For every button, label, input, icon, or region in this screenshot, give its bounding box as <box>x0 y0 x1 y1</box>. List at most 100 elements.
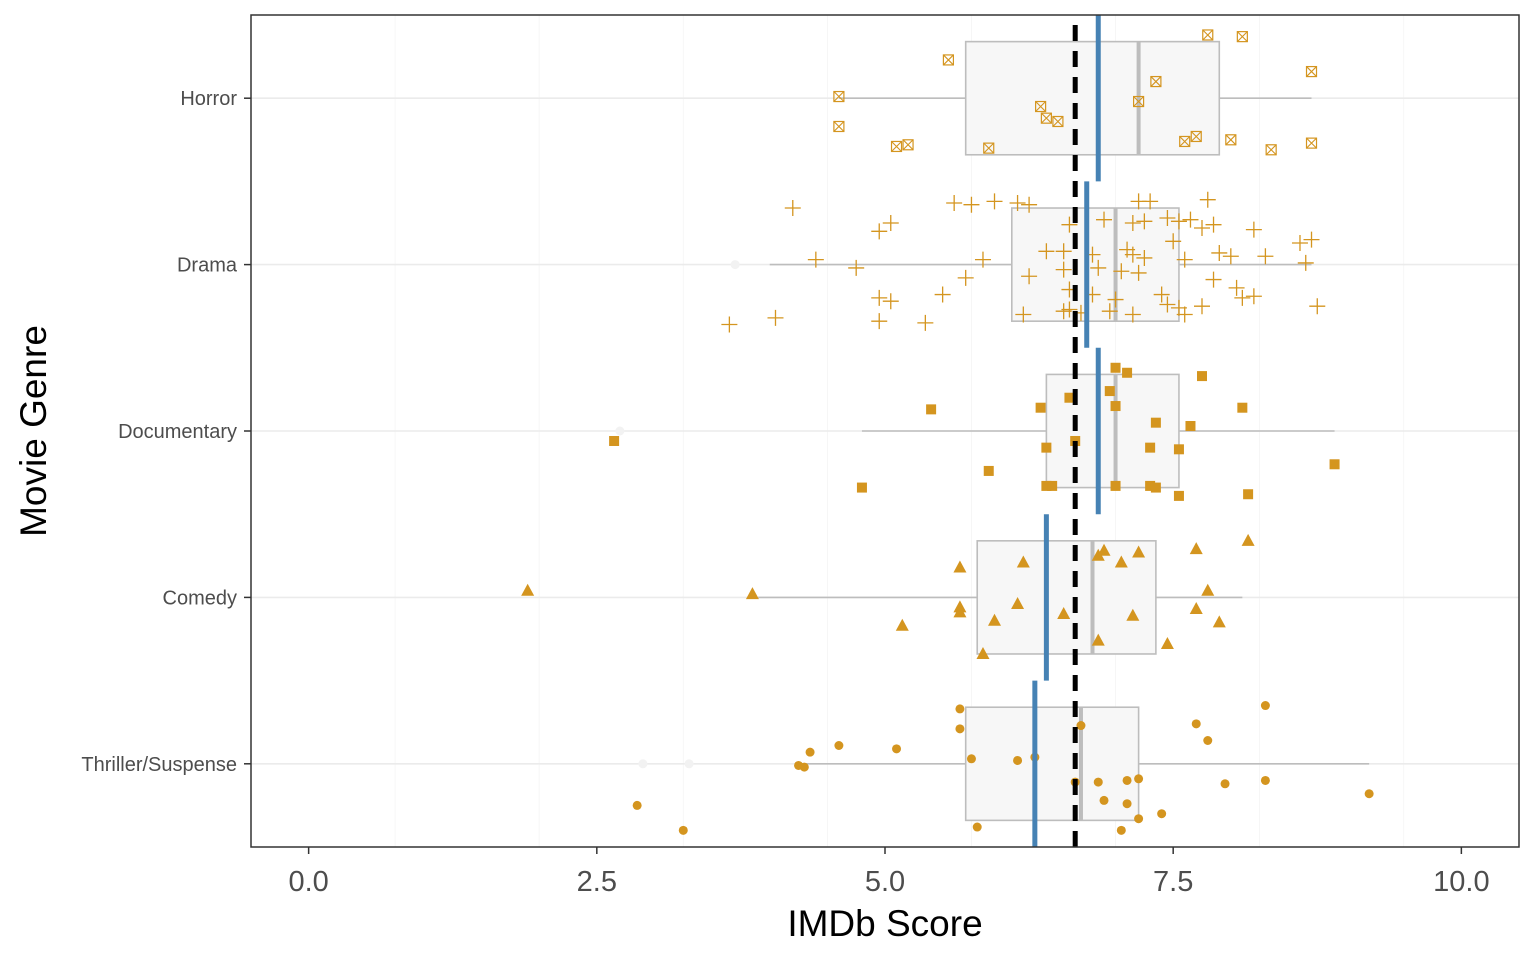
x-tick-label: 10.0 <box>1433 866 1489 898</box>
data-point <box>1145 480 1156 491</box>
data-point <box>1190 130 1202 143</box>
data-point <box>1265 144 1277 156</box>
data-point <box>1260 775 1270 785</box>
data-point <box>1099 795 1109 805</box>
data-point <box>1176 306 1193 323</box>
data-point <box>953 560 967 573</box>
data-point <box>1150 75 1162 88</box>
data-point <box>1153 286 1170 303</box>
outlier-point <box>684 759 694 769</box>
data-point <box>848 259 865 276</box>
data-point <box>1241 533 1255 546</box>
data-point <box>767 309 784 326</box>
data-point <box>1173 444 1184 455</box>
data-point <box>1061 216 1078 233</box>
data-point <box>1182 211 1199 228</box>
data-point <box>1035 402 1046 413</box>
data-point <box>1021 196 1038 213</box>
data-point <box>1110 362 1121 373</box>
data-point <box>721 316 738 333</box>
genre-group-horror <box>833 15 1318 182</box>
data-point <box>834 740 844 750</box>
data-point <box>1122 799 1132 809</box>
data-point <box>934 286 951 303</box>
y-tick-label: Drama <box>177 255 238 277</box>
data-point <box>1237 402 1248 413</box>
data-point <box>1159 210 1176 227</box>
data-point <box>1329 459 1340 470</box>
data-point <box>926 404 937 415</box>
data-point <box>1150 417 1161 428</box>
data-point <box>1228 279 1245 296</box>
data-point <box>895 618 909 631</box>
data-point <box>1145 442 1156 453</box>
data-point <box>983 465 994 476</box>
data-point <box>871 289 888 306</box>
data-point <box>1093 777 1103 787</box>
data-point <box>1104 386 1115 397</box>
data-point <box>1124 215 1141 231</box>
data-point <box>1305 137 1318 149</box>
x-tick-label: 7.5 <box>1153 866 1193 898</box>
data-point <box>1202 29 1214 41</box>
data-point <box>1101 303 1118 320</box>
data-point <box>1201 583 1215 596</box>
data-point <box>1130 264 1147 281</box>
y-axis-title: Movie Genre <box>13 325 54 537</box>
data-point <box>1041 480 1052 491</box>
data-point <box>1061 301 1078 318</box>
box <box>976 540 1157 655</box>
data-point <box>1113 263 1130 280</box>
data-point <box>1047 480 1058 491</box>
data-point <box>1160 636 1174 649</box>
data-point <box>1309 298 1326 315</box>
box <box>964 40 1221 156</box>
data-point <box>632 800 642 810</box>
data-point <box>1132 545 1146 558</box>
data-point <box>902 139 914 151</box>
data-point <box>1132 95 1145 108</box>
data-point <box>1212 615 1226 628</box>
data-point <box>1015 306 1032 323</box>
data-point <box>1122 367 1133 378</box>
data-point <box>1203 736 1213 746</box>
data-point <box>974 251 991 268</box>
data-point <box>1142 193 1159 210</box>
data-point <box>1096 211 1113 228</box>
data-point <box>946 195 963 212</box>
data-point <box>1245 221 1262 238</box>
data-point <box>1157 809 1167 819</box>
data-point <box>799 762 809 772</box>
data-point <box>1234 289 1251 306</box>
data-point <box>1297 254 1314 271</box>
data-point <box>963 196 980 213</box>
data-point <box>1040 112 1052 124</box>
data-point <box>807 251 824 268</box>
data-point <box>986 193 1003 210</box>
data-point <box>1303 231 1320 248</box>
data-point <box>1199 191 1216 208</box>
data-point <box>1107 291 1124 308</box>
x-axis-ticks: 0.0 2.5 5.0 7.5 10.0 <box>288 847 1490 898</box>
data-point <box>871 223 888 240</box>
x-axis-title: IMDb Score <box>787 903 982 944</box>
data-point <box>1179 135 1191 148</box>
data-point <box>1194 298 1210 315</box>
data-point <box>942 54 955 66</box>
data-point <box>882 215 899 231</box>
y-axis-ticks: Horror Drama Documentary Comedy Thriller/Sus… <box>81 88 251 776</box>
x-tick-label: 2.5 <box>577 866 617 898</box>
data-point <box>1055 243 1072 260</box>
data-point <box>1110 401 1121 412</box>
data-point <box>1191 719 1201 729</box>
data-point <box>1134 814 1144 824</box>
data-point <box>1021 268 1038 285</box>
data-point <box>1126 608 1140 621</box>
data-point <box>955 724 965 734</box>
data-point <box>957 269 974 286</box>
data-point <box>1009 195 1026 212</box>
data-point <box>1011 597 1025 610</box>
data-point <box>678 825 688 835</box>
data-point <box>1035 100 1047 113</box>
data-point <box>1185 421 1196 432</box>
